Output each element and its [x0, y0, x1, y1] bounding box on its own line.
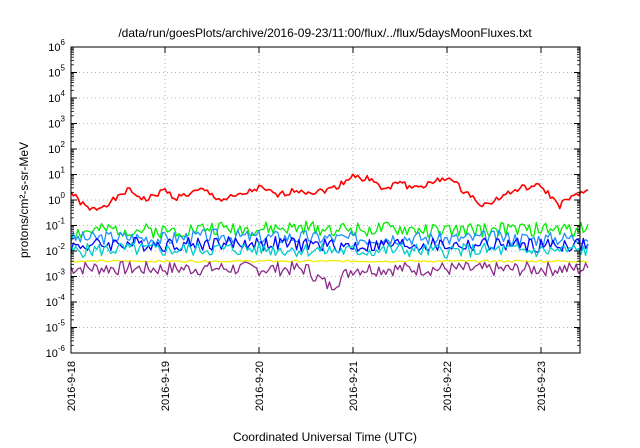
y-tick-label: 102	[48, 140, 65, 156]
y-tick-label: 10-4	[46, 293, 66, 309]
y-tick-label: 10-6	[46, 344, 66, 360]
y-axis: 10-6 10-5 10-4 10-3 10-2 10-1 100 101 102 103 104 1…	[46, 38, 580, 360]
x-tick-label: 2016-9-18	[66, 361, 78, 411]
x-tick-label: 2016-9-23	[536, 361, 548, 411]
x-tick-label: 2016-9-21	[348, 361, 360, 411]
series-layer	[70, 173, 589, 291]
chart-title: /data/run/goesPlots/archive/2016-09-23/1…	[118, 26, 532, 40]
x-tick-label: 2016-9-20	[254, 361, 266, 411]
x-axis-title: Coordinated Universal Time (UTC)	[233, 430, 417, 444]
series-line	[70, 260, 589, 291]
y-tick-label: 104	[48, 89, 65, 105]
y-tick-label: 105	[48, 64, 65, 80]
x-axis: 2016-9-18 2016-9-19 2016-9-20 2016-9-21 2016…	[66, 47, 548, 411]
y-tick-label: 101	[48, 166, 65, 182]
series-line	[70, 236, 589, 254]
y-tick-label: 10-5	[46, 319, 66, 335]
series-line	[70, 241, 589, 259]
y-tick-label: 10-3	[46, 268, 66, 284]
series-line	[70, 259, 589, 263]
y-tick-label: 103	[48, 115, 65, 131]
x-tick-label: 2016-9-22	[442, 361, 454, 411]
y-tick-label: 100	[48, 191, 65, 207]
grid	[71, 47, 580, 353]
series-line	[70, 228, 589, 247]
y-tick-label: 106	[48, 38, 65, 54]
y-axis-title: protons/cm²-s-sr-MeV	[17, 142, 31, 258]
x-tick-label: 2016-9-19	[160, 361, 172, 411]
y-tick-label: 10-2	[46, 242, 66, 258]
series-line	[70, 220, 589, 239]
series-line	[70, 173, 589, 211]
y-tick-label: 10-1	[46, 217, 66, 233]
